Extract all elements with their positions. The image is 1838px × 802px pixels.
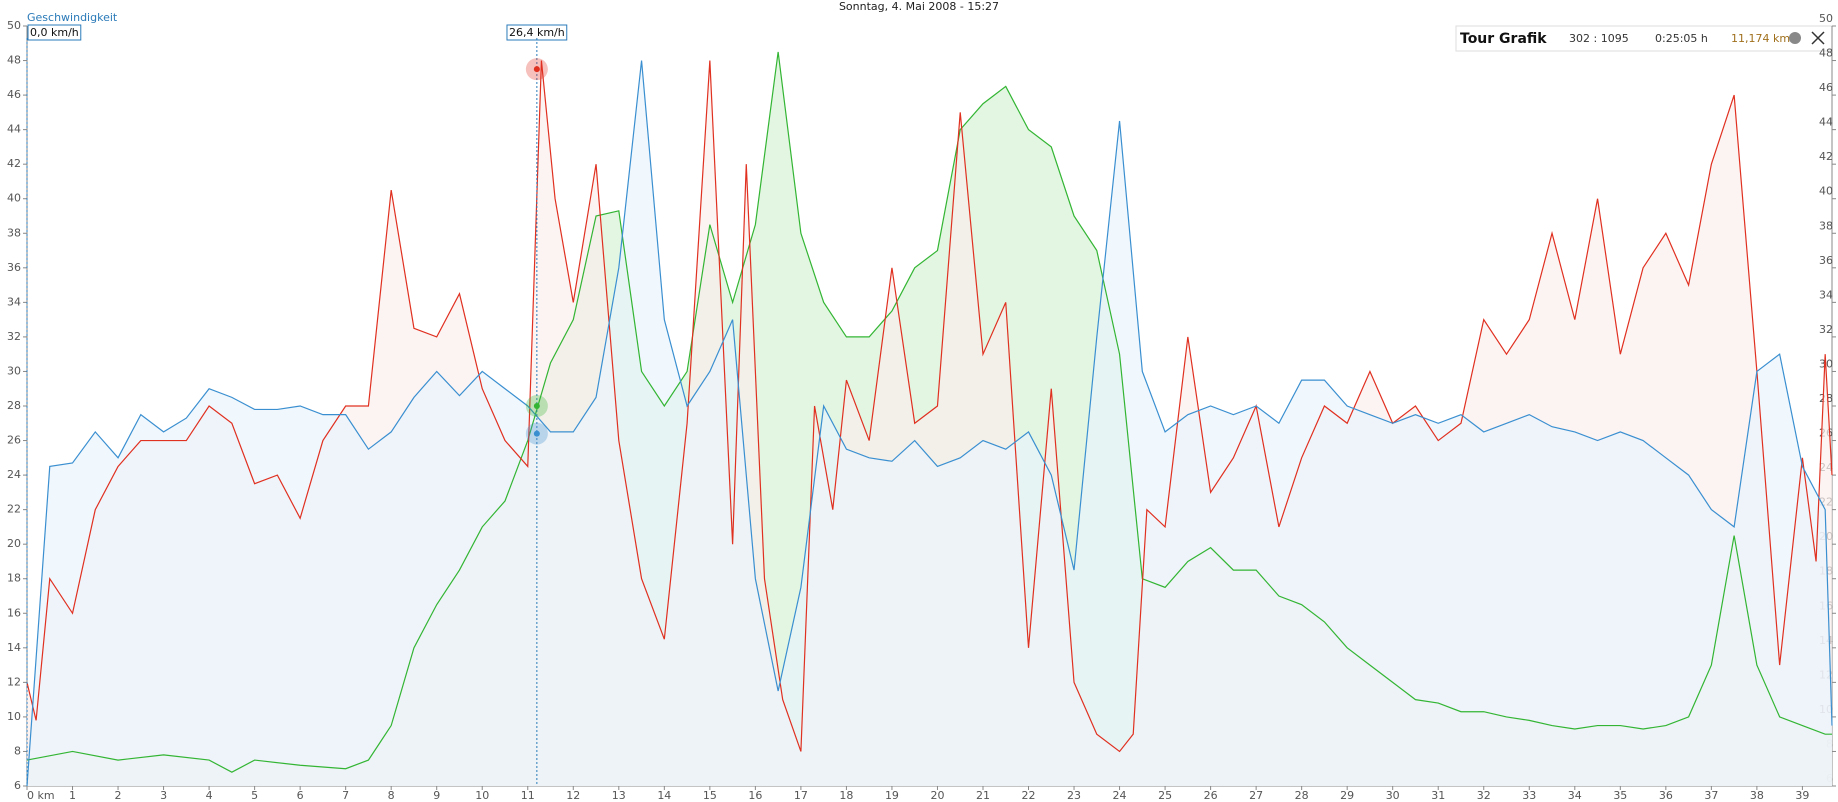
- y2-tick-label: 32: [1819, 323, 1833, 336]
- chart-title: Sonntag, 4. Mai 2008 - 15:27: [839, 0, 999, 13]
- y2-tick-label: 48: [1819, 47, 1833, 60]
- x-tick-label: 29: [1340, 789, 1354, 802]
- x-tick-label: 35: [1613, 789, 1627, 802]
- x-tick-label: 5: [251, 789, 258, 802]
- y2-tick-label: 46: [1819, 81, 1833, 94]
- y-tick-label: 40: [7, 192, 21, 205]
- x-tick-label: 2: [115, 789, 122, 802]
- x-tick-label: 36: [1659, 789, 1673, 802]
- y-tick-label: 18: [7, 572, 21, 585]
- fills: [27, 51, 1832, 786]
- lines: [26, 51, 1833, 787]
- x-tick-label: 16: [748, 789, 762, 802]
- x-tick-label: 4: [206, 789, 213, 802]
- x-tick-label: 0 km: [27, 789, 55, 802]
- y-tick-label: 20: [7, 537, 21, 550]
- cursor-label: 0,0 km/h: [30, 26, 79, 39]
- y-axis-title: Geschwindigkeit: [27, 11, 118, 24]
- x-tick-label: 28: [1295, 789, 1309, 802]
- x-tick-label: 27: [1249, 789, 1263, 802]
- y-tick-label: 32: [7, 330, 21, 343]
- settings-icon[interactable]: [1789, 32, 1801, 44]
- y-tick-label: 10: [7, 710, 21, 723]
- series-line: [26, 60, 1833, 753]
- x-tick-label: 19: [885, 789, 899, 802]
- panel-title: Tour Grafik: [1460, 31, 1547, 47]
- x-tick-label: 3: [160, 789, 167, 802]
- y2-tick-label: 34: [1819, 288, 1833, 301]
- x-tick-label: 30: [1386, 789, 1400, 802]
- y2-tick-label: 38: [1819, 219, 1833, 232]
- series-line: [26, 51, 1832, 773]
- x-tick-label: 38: [1750, 789, 1764, 802]
- y-tick-label: 24: [7, 468, 21, 481]
- x-tick-label: 37: [1704, 789, 1718, 802]
- cursor-label-box: [506, 24, 568, 41]
- x-tick-label: 6: [297, 789, 304, 802]
- x-tick-label: 22: [1022, 789, 1036, 802]
- x-tick-label: 11: [521, 789, 535, 802]
- x-tick-label: 18: [839, 789, 853, 802]
- y-tick-label: 28: [7, 399, 21, 412]
- series-area: [27, 60, 1832, 786]
- x-tick-label: 23: [1067, 789, 1081, 802]
- y2-tick-label: 42: [1819, 150, 1833, 163]
- x-tick-label: 39: [1795, 789, 1809, 802]
- cursor-point: [533, 430, 540, 437]
- x-tick-label: 25: [1158, 789, 1172, 802]
- x-tick-label: 34: [1568, 789, 1582, 802]
- tour-panel: Tour Grafik 302 : 1095 0:25:05 h 11,174 …: [1455, 25, 1833, 52]
- y-tick-label: 38: [7, 226, 21, 239]
- y-tick-label: 46: [7, 88, 21, 101]
- series-line: [26, 60, 1833, 787]
- x-tick-label: 9: [433, 789, 440, 802]
- y-tick-label: 12: [7, 675, 21, 688]
- x-tick-label: 7: [342, 789, 349, 802]
- x-tick-label: 17: [794, 789, 808, 802]
- panel-box: [1455, 25, 1833, 52]
- cursor-point: [533, 66, 540, 73]
- x-tick-label: 8: [388, 789, 395, 802]
- cursor-label-box: [27, 24, 82, 41]
- y-tick-label: 34: [7, 295, 21, 308]
- y-tick-label: 50: [7, 19, 21, 32]
- x-tick-label: 20: [930, 789, 944, 802]
- x-tick-label: 24: [1113, 789, 1127, 802]
- y-tick-label: 44: [7, 123, 21, 136]
- y-tick-label: 42: [7, 157, 21, 170]
- y-tick-label: 30: [7, 364, 21, 377]
- y-tick-label: 22: [7, 503, 21, 516]
- panel-distance: 11,174 km: [1731, 32, 1790, 45]
- panel-range: 302 : 1095: [1569, 32, 1629, 45]
- x-tick-label: 15: [703, 789, 717, 802]
- panel-time: 0:25:05 h: [1655, 32, 1708, 45]
- y-tick-label: 6: [14, 779, 21, 792]
- x-tick-label: 32: [1477, 789, 1491, 802]
- x-tick-label: 31: [1431, 789, 1445, 802]
- cursor-label: 26,4 km/h: [509, 26, 565, 39]
- y-tick-label: 16: [7, 606, 21, 619]
- x-tick-label: 1: [69, 789, 76, 802]
- y2-tick-label: 36: [1819, 254, 1833, 267]
- y2-tick-label: 50: [1819, 12, 1833, 25]
- x-tick-label: 13: [612, 789, 626, 802]
- x-tick-label: 12: [566, 789, 580, 802]
- x-tick-label: 33: [1522, 789, 1536, 802]
- y-tick-label: 36: [7, 261, 21, 274]
- y2-tick-label: 40: [1819, 185, 1833, 198]
- x-tick-label: 21: [976, 789, 990, 802]
- x-tick-label: 14: [657, 789, 671, 802]
- cursor-point: [533, 403, 540, 409]
- y-tick-label: 8: [14, 744, 21, 757]
- y-tick-label: 14: [7, 641, 21, 654]
- x-tick-label: 26: [1204, 789, 1218, 802]
- y-tick-label: 48: [7, 54, 21, 67]
- close-button[interactable]: [1811, 31, 1825, 45]
- y2-tick-label: 44: [1819, 116, 1833, 129]
- x-tick-label: 10: [475, 789, 489, 802]
- y-tick-label: 26: [7, 434, 21, 447]
